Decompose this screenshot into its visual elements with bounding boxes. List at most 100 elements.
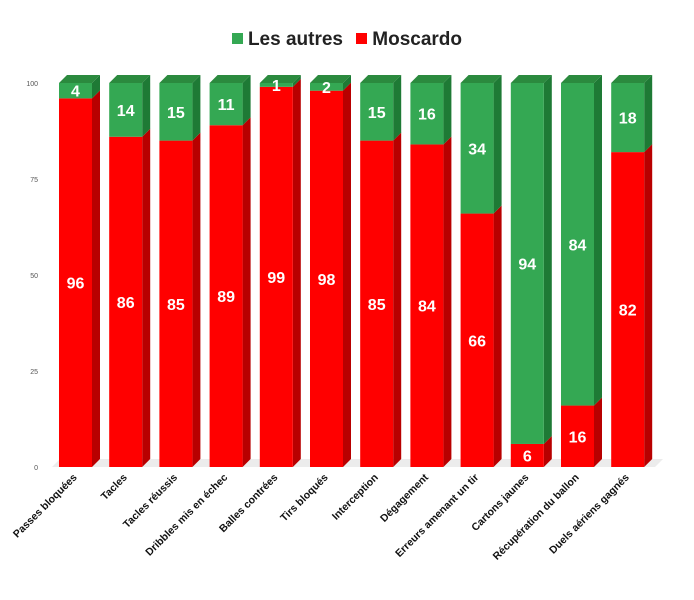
bar-side-moscardo-duels-aeriens-gagnes [644,144,653,467]
x-tick-label-dribbles-mis-en-echec: Dribbles mis en échec [143,472,230,559]
bar-side-les-autres-interception [393,75,402,141]
bar-les-autres-recuperation-du-ballon [561,83,594,406]
bar-top-recuperation-du-ballon [561,75,602,83]
bar-moscardo-dribbles-mis-en-echec [209,125,243,468]
data-label-moscardo-interception: 85 [368,297,386,314]
bar-side-les-autres-tacles [142,75,151,137]
chart-legend: Les autres Moscardo [0,29,694,51]
bar-les-autres-tacles-reussis [159,83,193,141]
bar-top-interception [360,75,402,83]
bar-les-autres-tacles [109,83,143,137]
data-label-moscardo-tirs-bloques: 98 [318,272,336,289]
data-label-moscardo-tacles: 86 [117,295,135,312]
legend-item-moscardo: Moscardo [356,29,462,51]
data-label-les-autres-tirs-bloques: 2 [322,80,331,97]
y-tick-label-50: 50 [30,273,38,280]
bar-side-les-autres-tirs-bloques [343,75,351,91]
data-label-les-autres-recuperation-du-ballon: 84 [569,237,587,254]
bar-top-dribbles-mis-en-echec [209,75,251,83]
bar-moscardo-recuperation-du-ballon [561,405,594,467]
y-tick-label-75: 75 [30,177,38,184]
bar-moscardo-balles-contrees [259,86,293,467]
y-tick-label-0: 0 [34,465,38,472]
data-label-moscardo-dribbles-mis-en-echec: 89 [217,289,235,306]
bar-top-balles-contrees [259,75,301,83]
bar-top-cartons-jaunes [510,75,552,83]
data-label-les-autres-degagement: 16 [418,107,436,124]
bar-top-duels-aeriens-gagnes [611,75,653,83]
data-label-moscardo-tacles-reussis: 85 [167,297,185,314]
bar-top-tacles-reussis [159,75,201,83]
bar-moscardo-cartons-jaunes [510,443,544,467]
bar-side-moscardo-cartons-jaunes [543,435,552,467]
bar-side-moscardo-balles-contrees [292,78,301,467]
y-tick-label-100: 100 [26,81,38,88]
bar-side-les-autres-degagement [443,75,452,145]
bar-top-passes-bloquees [59,75,100,83]
x-tick-label-degagement: Dégagement [378,471,431,524]
bar-top-erreurs-amenant-un-tir [460,75,502,83]
bar-moscardo-tacles-reussis [159,140,193,467]
data-label-moscardo-balles-contrees: 99 [267,270,285,287]
bar-side-les-autres-dribbles-mis-en-echec [242,75,251,126]
data-label-les-autres-balles-contrees: 1 [272,78,281,95]
bar-moscardo-passes-bloquees [59,98,92,468]
data-label-les-autres-interception: 15 [368,105,386,122]
bar-side-les-autres-duels-aeriens-gagnes [644,75,653,153]
bar-les-autres-passes-bloquees [59,83,92,99]
bar-side-les-autres-balles-contrees [292,75,301,87]
bar-les-autres-cartons-jaunes [510,83,544,444]
bar-side-moscardo-recuperation-du-ballon [594,397,602,467]
bar-les-autres-duels-aeriens-gagnes [611,83,645,153]
data-label-moscardo-degagement: 84 [418,299,436,316]
data-label-les-autres-passes-bloquees: 4 [71,84,80,101]
bar-top-degagement [410,75,452,83]
data-label-moscardo-recuperation-du-ballon: 16 [569,429,587,446]
bar-les-autres-dribbles-mis-en-echec [209,83,243,126]
legend-label-les-autres: Les autres [247,29,343,50]
bar-side-moscardo-tirs-bloques [343,82,351,468]
bar-moscardo-interception [360,140,394,467]
bar-moscardo-degagement [410,144,444,467]
bar-side-les-autres-tacles-reussis [192,75,201,141]
bar-top-tirs-bloques [310,75,351,83]
bar-side-moscardo-tacles [142,128,151,467]
data-label-les-autres-duels-aeriens-gagnes: 18 [619,111,637,128]
bar-les-autres-interception [360,83,394,141]
bar-top-tacles [109,75,151,83]
bar-side-les-autres-cartons-jaunes [543,75,552,444]
bar-moscardo-erreurs-amenant-un-tir [460,213,494,467]
bar-side-moscardo-tacles-reussis [192,132,201,467]
legend-swatch-les-autres [231,33,243,44]
bar-side-moscardo-interception [393,132,402,467]
x-tick-label-passes-bloquees: Passes bloquées [11,472,80,541]
x-tick-label-erreurs-amenant-un-tir: Erreurs amenant un tir [393,472,481,560]
data-label-moscardo-passes-bloquees: 96 [67,276,85,293]
x-tick-label-interception: Interception [330,472,381,523]
data-label-moscardo-erreurs-amenant-un-tir: 66 [468,333,486,350]
data-label-les-autres-cartons-jaunes: 94 [518,256,536,273]
bar-side-les-autres-erreurs-amenant-un-tir [493,75,502,214]
bar-les-autres-tirs-bloques [310,83,343,91]
bar-side-moscardo-passes-bloquees [92,90,100,468]
data-label-moscardo-duels-aeriens-gagnes: 82 [619,303,637,320]
bar-side-les-autres-recuperation-du-ballon [594,75,602,406]
bar-side-moscardo-erreurs-amenant-un-tir [493,205,502,467]
bar-moscardo-tacles [109,136,143,467]
bar-les-autres-degagement [410,83,444,145]
bar-moscardo-duels-aeriens-gagnes [611,152,645,467]
bar-moscardo-tirs-bloques [310,90,343,468]
data-label-les-autres-erreurs-amenant-un-tir: 34 [468,141,486,158]
data-label-les-autres-tacles: 14 [117,103,135,120]
bar-side-les-autres-passes-bloquees [92,75,100,99]
data-label-les-autres-tacles-reussis: 15 [167,105,185,122]
data-label-les-autres-dribbles-mis-en-echec: 11 [218,97,235,114]
legend-swatch-moscardo [356,33,368,44]
x-tick-label-tirs-bloques: Tirs bloqués [278,472,331,525]
y-tick-label-25: 25 [30,369,38,376]
legend-label-moscardo: Moscardo [372,29,463,50]
x-tick-label-recuperation-du-ballon: Récupération du ballon [491,472,582,563]
bar-les-autres-erreurs-amenant-un-tir [460,83,494,214]
bar-side-moscardo-dribbles-mis-en-echec [242,117,251,468]
